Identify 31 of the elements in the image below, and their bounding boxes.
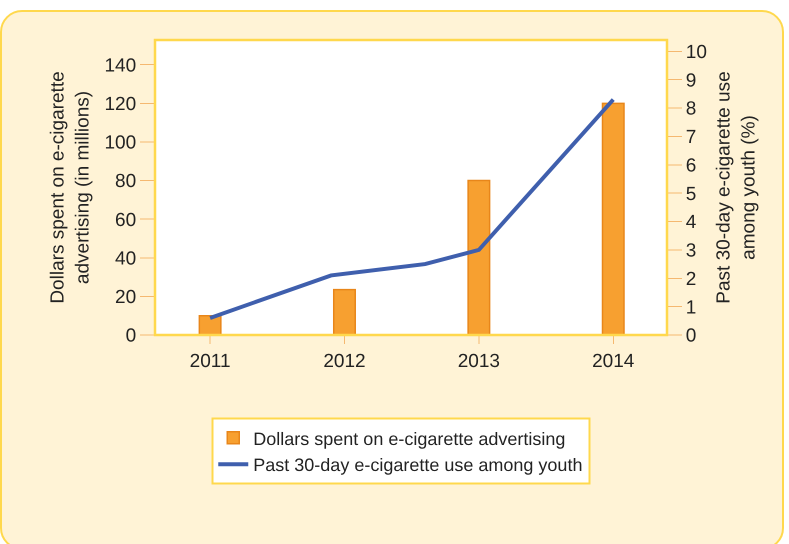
y-tick-label: 80	[115, 171, 136, 192]
y2-tick-label: 1	[686, 297, 696, 318]
y-tick-label: 100	[104, 132, 136, 154]
y2-tick-label: 7	[686, 127, 696, 148]
y2-tick-label: 2	[686, 268, 696, 290]
legend-label: Past 30-day e-cigarette use among youth	[253, 455, 582, 476]
y-axis-title: Dollars spent on e-cigarette advertising (in millions)	[48, 71, 94, 304]
y2-tick-label: 8	[686, 98, 696, 120]
y2-tick-label: 0	[686, 326, 696, 347]
y-tick-label: 140	[104, 55, 136, 76]
x-tick-label: 2013	[458, 350, 500, 372]
y2-axis-title: Past 30-day e-cigarette use among youth (%)	[714, 71, 760, 304]
x-tick-label: 2014	[592, 350, 635, 372]
y-tick-label: 60	[115, 210, 136, 231]
y2-tick-label: 3	[686, 240, 696, 262]
x-tick-label: 2011	[190, 350, 231, 372]
legend-label: Dollars spent on e-cigarette advertising	[253, 428, 566, 449]
y-tick-label: 0	[126, 326, 136, 347]
line-series	[208, 98, 616, 320]
y2-tick-label: 5	[686, 184, 696, 205]
y2-tick-label: 6	[686, 155, 696, 176]
y-tick-label: 40	[115, 248, 136, 270]
bar	[332, 288, 356, 335]
bar	[467, 180, 490, 335]
y2-tick-label: 9	[686, 70, 696, 92]
y2-tick-label: 10	[686, 42, 707, 63]
bar	[602, 102, 625, 335]
y-tick-label: 20	[115, 287, 136, 308]
x-tick-label: 2012	[323, 350, 366, 372]
y2-tick-label: 4	[686, 212, 697, 234]
y-tick-label: 120	[104, 94, 136, 115]
